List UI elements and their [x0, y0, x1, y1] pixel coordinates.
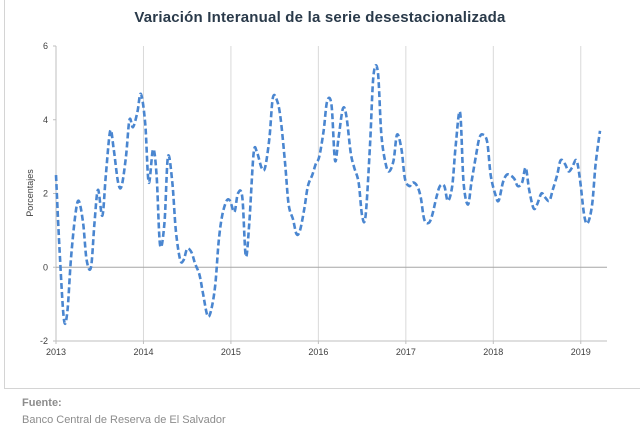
x-tick-label-2016: 2016 — [308, 347, 328, 357]
chart-frame-bottom — [4, 388, 640, 389]
x-tick-label-2019: 2019 — [571, 347, 591, 357]
x-axis-ticks: 2013 2014 2015 2016 2017 2018 2019 — [46, 341, 591, 357]
x-tick-label-2018: 2018 — [483, 347, 503, 357]
y-tick-label-6: 6 — [43, 41, 48, 51]
x-tick-label-2015: 2015 — [221, 347, 241, 357]
x-tick-label-2014: 2014 — [133, 347, 153, 357]
source-text: Banco Central de Reserva de El Salvador — [22, 414, 226, 426]
chart-title: Variación Interanual de la serie desesta… — [134, 9, 506, 26]
y-tick-label-4: 4 — [43, 115, 48, 125]
x-tick-label-2017: 2017 — [396, 347, 416, 357]
y-tick-label-2: 2 — [43, 189, 48, 199]
series-line-0 — [54, 64, 602, 326]
y-axis-label: Porcentajes — [25, 169, 35, 217]
y-axis-ticks: -2 0 2 4 6 — [40, 41, 56, 346]
x-tick-label-2013: 2013 — [46, 347, 66, 357]
chart-gridlines — [55, 46, 582, 341]
source-heading: Fuente: — [22, 397, 62, 409]
chart-axes — [55, 46, 607, 342]
y-tick-label-0: 0 — [43, 262, 48, 272]
chart-series — [54, 64, 602, 326]
chart-frame-left — [4, 0, 5, 388]
y-tick-label--2: -2 — [40, 336, 48, 346]
